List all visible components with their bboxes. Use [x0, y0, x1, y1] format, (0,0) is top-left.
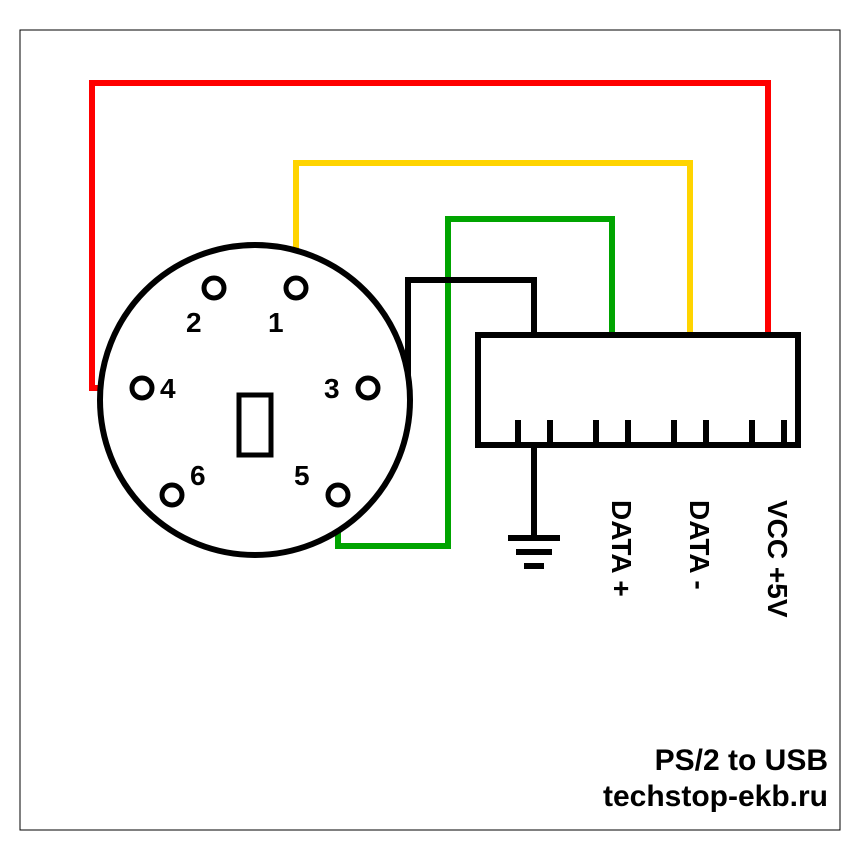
ps2-pin-3 [358, 378, 378, 398]
ps2-pin-4 [132, 378, 152, 398]
footer-line-1: PS/2 to USB [655, 744, 828, 777]
ps2-pin-label-6: 6 [190, 460, 206, 491]
usb-label-2: DATA - [684, 500, 715, 590]
ps2-pin-label-3: 3 [324, 373, 340, 404]
ps2-pin-2 [204, 278, 224, 298]
ps2-pin-label-4: 4 [160, 373, 176, 404]
ground-symbol [508, 445, 560, 566]
ps2-pin-6 [162, 485, 182, 505]
ps2-key [239, 395, 271, 455]
usb-labels: DATA + DATA - VCC +5V [606, 500, 793, 618]
usb-label-1: DATA + [606, 500, 637, 597]
ps2-pin-label-2: 2 [186, 307, 202, 338]
ps2-pin-label-5: 5 [294, 460, 310, 491]
footer-line-2: techstop-ekb.ru [603, 780, 828, 813]
ps2-pin-1 [286, 278, 306, 298]
usb-label-3: VCC +5V [762, 500, 793, 618]
ps2-pin-label-1: 1 [268, 307, 284, 338]
ps2-pin-5 [328, 485, 348, 505]
